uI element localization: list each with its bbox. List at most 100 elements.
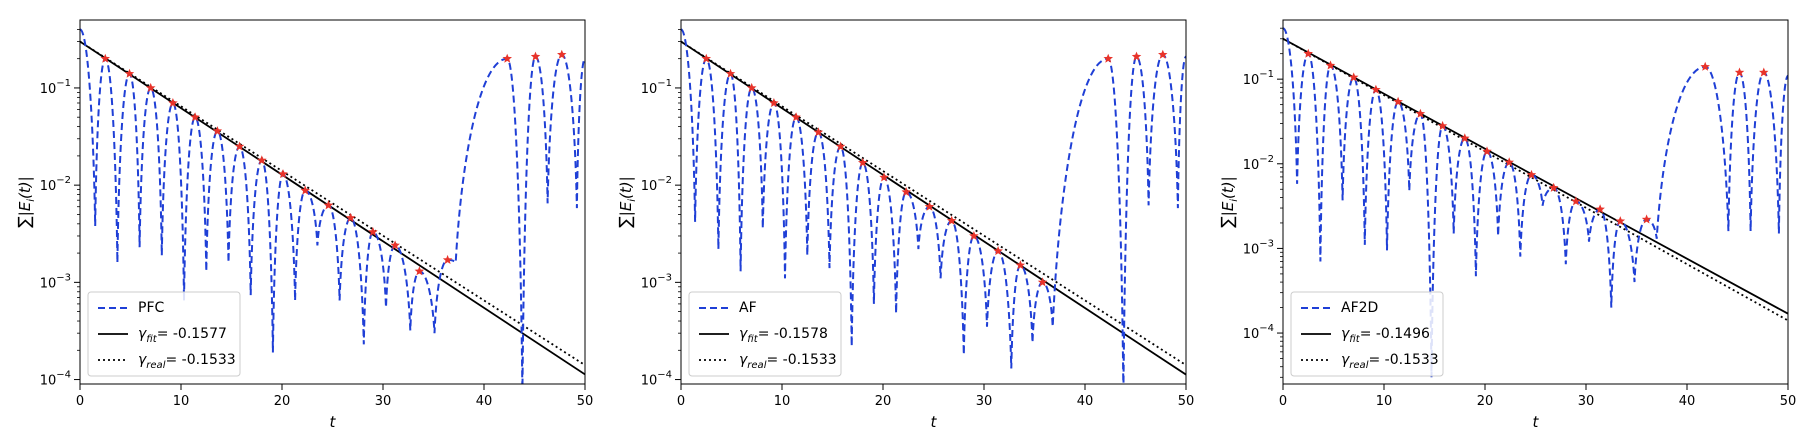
y-tick-base: 10 — [40, 276, 57, 291]
legend-fit-gamma: γ — [739, 326, 748, 342]
peak-marker — [1037, 277, 1048, 287]
y-tick-base: 10 — [641, 82, 658, 97]
peak-marker — [190, 112, 200, 122]
y-tick-label: 10−3 — [40, 272, 71, 291]
y-tick-base: 10 — [40, 374, 57, 389]
peak-marker — [1348, 72, 1359, 82]
x-tick-label: 40 — [1077, 394, 1094, 409]
y-tick-label: 10−3 — [641, 272, 672, 291]
y-tick-exponent: −1 — [56, 78, 71, 89]
y-tick-base: 10 — [40, 82, 57, 97]
legend-fit-gamma: γ — [138, 326, 147, 342]
y-axis-sub: i — [1229, 199, 1240, 202]
peak-marker — [993, 246, 1003, 256]
legend-real-gamma: γ — [1341, 352, 1350, 368]
y-tick-exponent: −3 — [1259, 238, 1274, 249]
legend-box — [87, 291, 241, 377]
peak-marker — [1526, 169, 1537, 179]
x-tick-label: 20 — [1477, 394, 1494, 409]
peak-marker — [124, 68, 135, 78]
legend-fit-value: = -0.1578 — [758, 326, 828, 342]
peak-marker — [813, 127, 824, 137]
peak-marker — [345, 212, 356, 222]
legend-fit-sub: fit — [146, 334, 157, 345]
x-tick-label: 50 — [577, 394, 594, 409]
x-tick-label: 30 — [375, 394, 392, 409]
peak-marker — [746, 82, 757, 92]
plot-content — [1283, 27, 1788, 378]
legend-data-label: AF2D — [1341, 300, 1378, 316]
peak-marker — [1700, 61, 1710, 71]
y-tick-base: 10 — [1243, 73, 1260, 88]
y-tick-exponent: −2 — [56, 175, 71, 186]
x-tick-label: 40 — [1679, 394, 1696, 409]
real-decay-line — [1283, 37, 1788, 322]
peak-marker — [530, 51, 541, 61]
y-axis-t: (t)| — [1219, 176, 1237, 199]
legend-fit-value: = -0.1577 — [157, 326, 227, 342]
x-tick-label: 0 — [76, 394, 84, 409]
y-axis-e: |E — [1219, 201, 1237, 216]
peak-marker — [414, 266, 425, 276]
data-series-line — [681, 28, 1186, 384]
legend-fit-label: γfit= -0.1578 — [739, 326, 828, 345]
peak-marker — [1482, 146, 1492, 156]
peak-marker — [924, 201, 935, 211]
y-tick-exponent: −4 — [56, 370, 71, 381]
y-tick-base: 10 — [1243, 242, 1260, 257]
y-tick-label: 10−4 — [40, 370, 71, 389]
legend-real-gamma: γ — [739, 352, 748, 368]
peak-marker — [1393, 96, 1403, 106]
x-axis-label: t — [330, 413, 337, 431]
y-tick-label: 10−1 — [40, 78, 71, 97]
y-axis-e: |E — [16, 201, 34, 216]
peak-marker — [502, 53, 512, 63]
plot-frame — [79, 19, 586, 385]
legend-real-gamma: γ — [138, 352, 147, 368]
x-tick-label: 40 — [476, 394, 493, 409]
legend-fit-sub: fit — [747, 334, 758, 345]
peak-marker — [1015, 260, 1026, 270]
peak-marker — [168, 98, 178, 107]
peak-marker — [212, 126, 223, 136]
y-axis-sum: ∑ — [1218, 216, 1238, 228]
peak-marker — [901, 187, 911, 197]
y-tick-base: 10 — [641, 179, 658, 194]
y-tick-base: 10 — [1243, 327, 1260, 342]
peak-marker — [879, 172, 889, 182]
peak-marker — [1303, 48, 1313, 58]
y-tick-exponent: −1 — [1259, 69, 1274, 80]
y-tick-exponent: −4 — [657, 370, 672, 381]
y-tick-label: 10−1 — [1243, 69, 1274, 88]
x-tick-label: 20 — [875, 394, 892, 409]
peak-marker — [442, 254, 453, 264]
peak-marker — [1437, 120, 1448, 130]
x-tick-label: 10 — [1376, 394, 1393, 409]
peak-marker — [1504, 157, 1514, 167]
x-tick-label: 10 — [173, 394, 190, 409]
legend-real-value: = -0.1533 — [1368, 352, 1438, 368]
y-tick-exponent: −2 — [657, 175, 672, 186]
y-axis-sub: i — [627, 199, 638, 202]
legend-real-sub: real — [146, 360, 165, 371]
peak-marker — [769, 98, 779, 107]
y-tick-exponent: −3 — [657, 272, 672, 283]
y-axis-t: (t)| — [617, 176, 635, 199]
plot-content — [681, 28, 1186, 384]
y-axis-sum: ∑ — [15, 216, 35, 228]
legend-box — [1290, 291, 1444, 377]
y-tick-label: 10−2 — [40, 175, 71, 194]
peak-marker — [1548, 182, 1559, 192]
peak-marker — [858, 157, 868, 167]
x-tick-label: 0 — [1279, 394, 1287, 409]
x-axis-label: t — [931, 413, 938, 431]
y-tick-base: 10 — [641, 276, 658, 291]
x-tick-label: 50 — [1780, 394, 1797, 409]
y-axis-sum: ∑ — [616, 216, 636, 228]
legend-fit-label: γfit= -0.1496 — [1341, 326, 1430, 345]
legend-fit-label: γfit= -0.1577 — [138, 326, 227, 345]
legend-box — [688, 291, 842, 377]
peak-marker — [300, 185, 310, 195]
